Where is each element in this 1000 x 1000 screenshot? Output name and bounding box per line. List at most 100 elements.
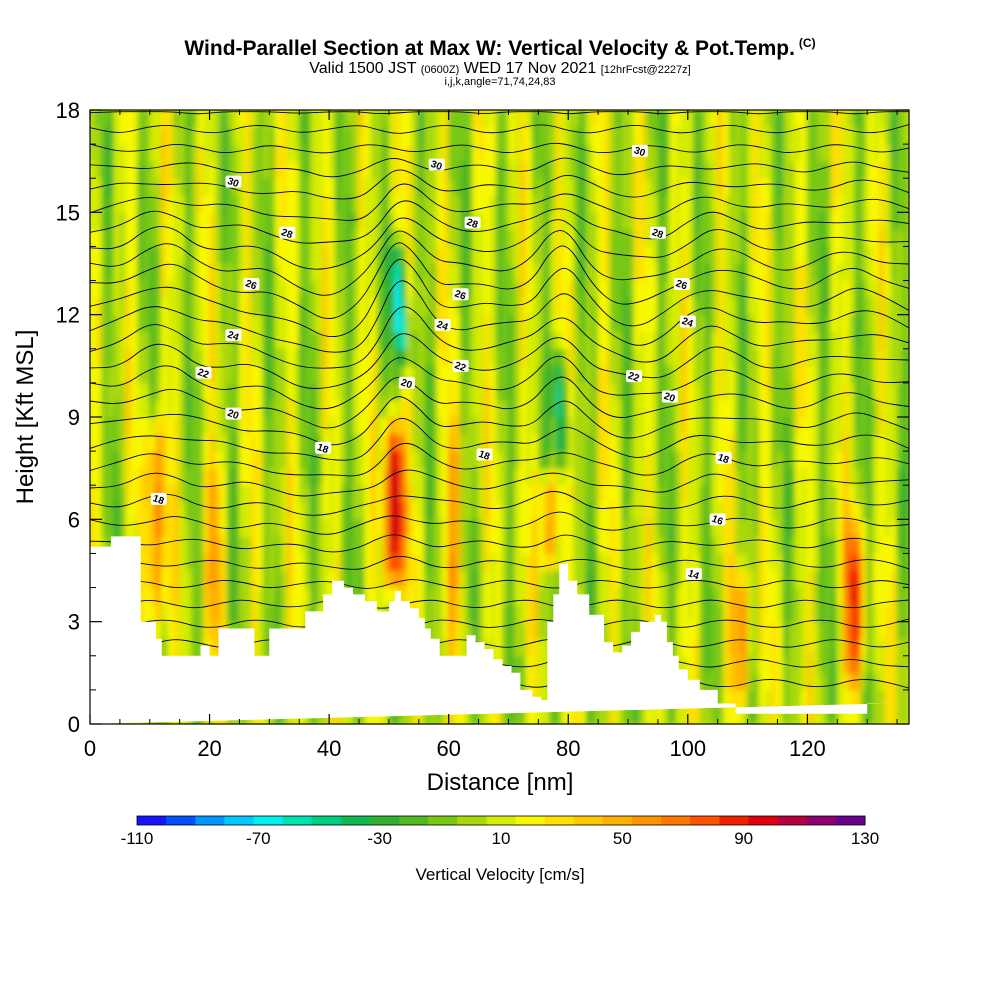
contour-label: 14	[685, 567, 702, 583]
contour-label: 20	[398, 376, 415, 392]
contour-label: 22	[626, 370, 643, 385]
x-tick-label: 0	[84, 736, 96, 761]
colorbar-title: Vertical Velocity [cm/s]	[415, 865, 584, 884]
y-tick-label: 0	[68, 712, 80, 737]
isentrope-line	[90, 599, 909, 609]
contour-label-text: 22	[196, 367, 211, 381]
isentrope-line	[90, 124, 909, 134]
contour-label-text: 26	[674, 278, 689, 292]
isentrope-line	[90, 157, 909, 178]
isentrope-line	[90, 217, 909, 270]
contour-labels: 30 30 30 28 28 28 26 26 26 24 24 24 22 22 22 20 20 20 18 18…	[150, 144, 732, 583]
colorbar-swatch	[515, 816, 546, 825]
isentrope-line	[90, 442, 909, 477]
valid-time-line: Valid 1500 JST (0600Z) WED 17 Nov 2021 […	[0, 60, 1000, 78]
y-tick-label: 12	[56, 303, 80, 328]
contour-label-text: 30	[429, 159, 444, 173]
y-tick-label: 18	[56, 98, 80, 123]
isentrope-line	[90, 534, 909, 553]
grid-info: i,j,k,angle=71,74,24,83	[444, 76, 556, 88]
contour-label-text: 24	[435, 319, 450, 333]
chart-title: Wind-Parallel Section at Max W: Vertical…	[184, 36, 816, 60]
isentrope-line	[90, 469, 909, 497]
colorbar-swatch	[399, 816, 429, 825]
contour-label-text: 26	[453, 289, 468, 303]
colorbar-swatch	[253, 816, 284, 825]
contour-label: 26	[673, 277, 690, 293]
contour-label: 26	[452, 288, 469, 303]
colorbar-frame	[136, 815, 866, 826]
contour-label: 18	[315, 441, 332, 456]
isentrope-line	[90, 555, 909, 570]
contour-label: 18	[150, 492, 167, 507]
colorbar-swatch	[806, 816, 837, 825]
contour-label: 30	[631, 144, 648, 160]
x-tick-label: 120	[789, 736, 826, 761]
potential-temperature-contours	[90, 111, 909, 689]
contour-label-text: 28	[465, 217, 480, 231]
isentrope-line	[90, 511, 909, 535]
isentrope-line	[90, 111, 909, 115]
colorbar-tick-label: 10	[492, 829, 511, 848]
colorbar-tick-label: -30	[367, 829, 392, 848]
contour-label-text: 30	[226, 176, 241, 190]
colorbar-swatch	[166, 816, 196, 825]
x-tick-label: 60	[436, 736, 460, 761]
contour-label: 18	[715, 451, 732, 467]
vertical-velocity-field	[90, 110, 909, 724]
isentrope-line	[90, 333, 909, 389]
colorbar-swatch	[195, 816, 225, 825]
isentrope-line	[90, 491, 909, 516]
contour-label: 24	[225, 329, 242, 344]
colorbar-swatch	[457, 816, 487, 825]
contour-label-text: 30	[632, 145, 647, 159]
y-tick-label: 6	[68, 507, 80, 532]
contour-label: 28	[279, 226, 296, 241]
contour-label: 20	[661, 390, 678, 405]
colorbar-swatch	[428, 816, 458, 825]
x-tick-label: 40	[317, 736, 341, 761]
forecast-info: [12hrFcst@2227z]	[600, 64, 691, 76]
x-axis-title: Distance [nm]	[427, 769, 574, 796]
contour-label-text: 14	[686, 568, 701, 582]
valid-prefix: Valid 1500 JST	[309, 60, 417, 77]
isentrope-line	[90, 200, 909, 244]
terrain-mask	[90, 536, 886, 724]
valid-date: WED 17 Nov 2021	[463, 60, 597, 77]
contour-label: 16	[709, 513, 726, 528]
colorbar-tick-label: -70	[246, 829, 271, 848]
copyright-mark: (C)	[798, 36, 816, 50]
colorbar-tick-label: 130	[851, 829, 879, 848]
colorbar-swatch	[632, 816, 662, 825]
y-axis-title: Height [Kft MSL]	[12, 330, 39, 505]
contour-label-text: 20	[399, 377, 414, 391]
isentrope-line	[90, 306, 909, 369]
colorbar-swatch	[690, 816, 720, 825]
colorbar-swatch	[311, 816, 342, 825]
colorbar-swatch	[486, 816, 517, 825]
colorbar-swatch	[282, 816, 313, 825]
axes: 0 20 40 60 80 100 120 0 3 6 9 12 15 18	[56, 98, 909, 761]
colorbar-swatch	[544, 816, 575, 825]
contour-label: 30	[428, 158, 445, 173]
contour-label-text: 18	[151, 493, 166, 507]
contour-label-text: 22	[626, 370, 641, 384]
colorbar-swatch	[661, 816, 691, 825]
isentrope-line	[90, 579, 909, 590]
y-tick-label: 9	[68, 405, 80, 430]
contour-label-text: 18	[716, 452, 731, 466]
contour-label: 22	[452, 359, 469, 374]
contour-label: 30	[225, 175, 242, 190]
contour-label: 22	[195, 366, 212, 381]
isentrope-line	[90, 142, 909, 154]
contour-label-text: 28	[280, 227, 295, 241]
colorbar: -110 -70 -30 10 50 90 130	[121, 815, 879, 848]
isentrope-line	[90, 417, 909, 461]
isentrope-line	[90, 242, 909, 319]
isentrope-line	[90, 183, 909, 221]
colorbar-swatch	[224, 816, 254, 825]
contour-label-text: 22	[453, 360, 468, 374]
colorbar-tick-label: 90	[734, 829, 753, 848]
contour-label: 28	[649, 226, 666, 241]
